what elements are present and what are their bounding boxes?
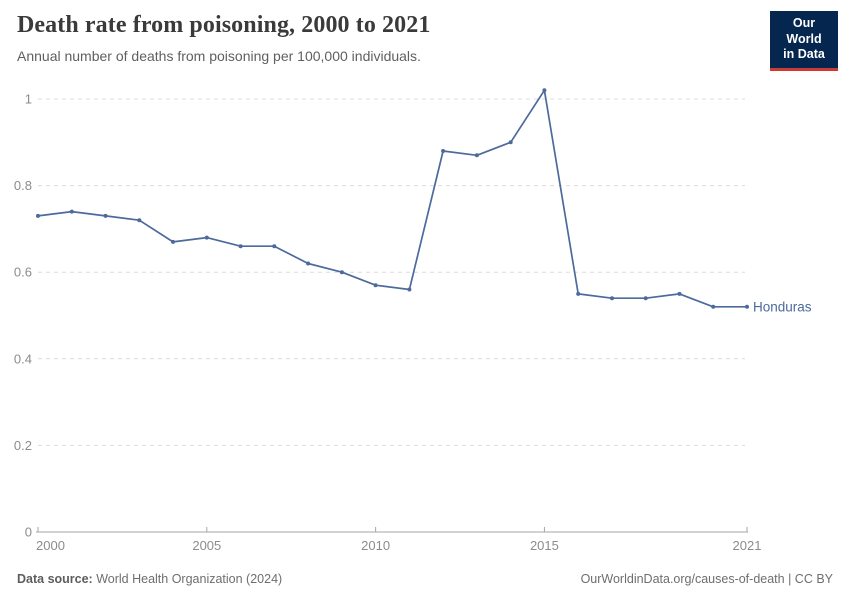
x-tick-label: 2005 bbox=[192, 538, 221, 553]
data-source: Data source: World Health Organization (… bbox=[17, 572, 282, 586]
x-tick-label: 2015 bbox=[530, 538, 559, 553]
owid-logo[interactable]: Our World in Data bbox=[770, 11, 838, 71]
y-tick-label: 0 bbox=[25, 525, 32, 540]
x-tick-label: 2010 bbox=[361, 538, 390, 553]
data-point[interactable] bbox=[407, 287, 412, 292]
data-point[interactable] bbox=[508, 140, 513, 145]
series-line-honduras[interactable] bbox=[37, 89, 747, 308]
x-tick-label: 2000 bbox=[36, 538, 65, 553]
data-point[interactable] bbox=[441, 149, 446, 153]
data-source-label: Data source: bbox=[17, 572, 93, 586]
data-point[interactable] bbox=[677, 291, 682, 296]
data-point[interactable] bbox=[610, 296, 614, 301]
chart-footer: Data source: World Health Organization (… bbox=[17, 572, 833, 586]
data-point[interactable] bbox=[238, 244, 243, 249]
data-point[interactable] bbox=[36, 213, 40, 218]
data-point[interactable] bbox=[137, 218, 142, 223]
data-point[interactable] bbox=[542, 88, 547, 93]
data-point[interactable] bbox=[306, 261, 311, 266]
data-point[interactable] bbox=[576, 291, 581, 296]
chart-header: Death rate from poisoning, 2000 to 2021 … bbox=[17, 12, 750, 64]
data-point[interactable] bbox=[171, 239, 175, 244]
data-point[interactable] bbox=[339, 270, 344, 275]
data-point[interactable] bbox=[272, 244, 277, 249]
data-point[interactable] bbox=[69, 209, 74, 214]
y-tick-label: 0.6 bbox=[14, 265, 32, 280]
data-point[interactable] bbox=[103, 213, 108, 218]
chart-title: Death rate from poisoning, 2000 to 2021 bbox=[17, 12, 431, 38]
credit-line[interactable]: OurWorldinData.org/causes-of-death | CC … bbox=[580, 572, 833, 586]
chart-subtitle: Annual number of deaths from poisoning p… bbox=[17, 48, 421, 64]
data-source-text: World Health Organization (2024) bbox=[92, 572, 283, 586]
y-tick-label: 0.4 bbox=[14, 351, 32, 366]
data-point[interactable] bbox=[745, 304, 749, 309]
owid-logo-line1: Our World bbox=[786, 16, 822, 46]
series-label-honduras[interactable]: Honduras bbox=[753, 299, 812, 314]
y-tick-label: 0.8 bbox=[14, 178, 32, 193]
data-point[interactable] bbox=[643, 296, 648, 301]
y-tick-label: 0.2 bbox=[14, 438, 32, 453]
data-point[interactable] bbox=[373, 283, 378, 288]
owid-logo-line2: in Data bbox=[783, 47, 825, 62]
data-point[interactable] bbox=[711, 304, 716, 309]
data-point[interactable] bbox=[204, 235, 209, 240]
x-tick-label: 2021 bbox=[733, 538, 762, 553]
data-point[interactable] bbox=[474, 153, 479, 158]
y-tick-label: 1 bbox=[25, 92, 32, 107]
